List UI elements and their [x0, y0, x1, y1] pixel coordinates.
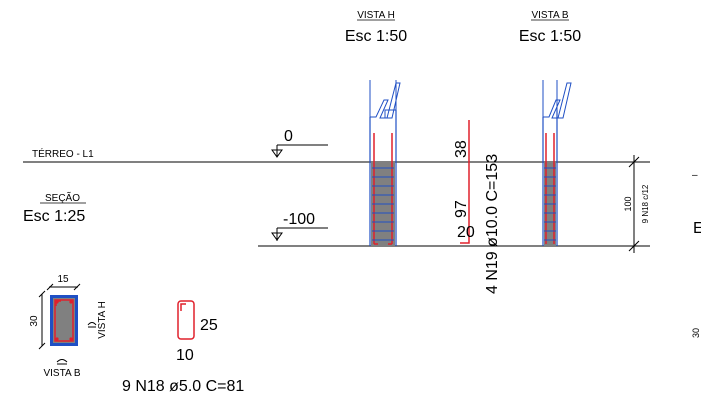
section-view-h-label: VISTA H	[97, 301, 108, 339]
depth-dim-note: 9 N18 c/12	[641, 184, 650, 223]
depth-dim-tick-top	[628, 156, 640, 168]
view-h-title: VISTA H	[357, 10, 395, 21]
view-b-stirrups	[544, 167, 556, 241]
depth-dimension: 100 9 N18 c/12	[623, 155, 650, 253]
section-bar-2	[69, 300, 73, 304]
depth-dim-tick-bottom	[628, 240, 640, 252]
section-width-tick-left	[46, 283, 54, 291]
section-width-value: 15	[57, 274, 69, 285]
view-b-scale: Esc 1:50	[519, 28, 581, 45]
section-height-tick-bottom	[38, 342, 46, 350]
section-height-tick-top	[38, 290, 46, 298]
main-bar-top-length: 38	[453, 140, 470, 158]
cross-section: 15 30 VISTA H VISTA B	[29, 274, 108, 379]
level-bottom-value: -100	[283, 211, 315, 228]
main-bar-hook-length: 20	[457, 224, 475, 241]
depth-dim-value: 100	[623, 196, 633, 211]
edge-dash: –	[692, 170, 698, 181]
main-bar-detail: 38 97 20 4 N19 ø10.0 C=153	[453, 120, 501, 294]
main-bar-mid-length: 97	[453, 200, 470, 218]
stirrup-width: 10	[176, 347, 194, 364]
view-h-scale: Esc 1:50	[345, 28, 407, 45]
view-h-break-outline	[369, 80, 401, 119]
edge-letter: E	[693, 220, 701, 237]
view-b-title: VISTA B	[531, 10, 568, 21]
main-bar-shape	[460, 120, 470, 244]
section-view-h-arrow-icon	[87, 322, 97, 326]
section-height-value: 30	[29, 315, 40, 327]
section-bar-4	[69, 337, 73, 341]
view-h-column	[369, 80, 401, 246]
view-b-column	[542, 80, 572, 246]
stirrup-spec: 9 N18 ø5.0 C=81	[122, 378, 244, 395]
view-h-stirrups	[372, 167, 394, 241]
section-scale: Esc 1:25	[23, 208, 85, 225]
edge-small-number: 30	[691, 328, 701, 338]
section-bar-3	[55, 337, 59, 341]
section-stirrup	[54, 299, 74, 342]
section-width-tick-right	[73, 283, 81, 291]
main-bar-spec: 4 N19 ø10.0 C=153	[484, 154, 501, 294]
level-top-value: 0	[284, 128, 293, 145]
level-bottom-triangle-icon	[271, 232, 283, 241]
section-bar-1	[55, 300, 59, 304]
stirrup-detail: 25 10 9 N18 ø5.0 C=81	[122, 300, 244, 395]
stirrup-shape	[177, 300, 195, 340]
stirrup-height: 25	[200, 317, 218, 334]
section-view-b-label: VISTA B	[43, 368, 80, 379]
section-concrete	[53, 298, 75, 343]
section-view-b-arrow-icon	[56, 359, 68, 363]
stirrup-hook	[180, 303, 186, 311]
section-title: SEÇÃO	[45, 191, 80, 204]
level-top-triangle-icon	[271, 149, 283, 158]
level-name: TÉRREO - L1	[32, 147, 94, 160]
